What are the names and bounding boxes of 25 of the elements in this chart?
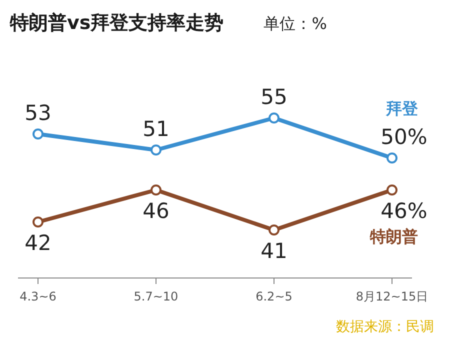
point	[386, 152, 398, 164]
point	[150, 144, 162, 156]
data-label: 55	[260, 85, 288, 109]
point	[268, 224, 280, 236]
x-tick-label: 6.2~5	[256, 290, 292, 304]
x-tick-label: 5.7~10	[134, 290, 178, 304]
data-label: 50%	[380, 125, 428, 149]
text: 拜登	[385, 99, 419, 118]
point	[268, 112, 280, 124]
point	[386, 184, 398, 196]
x-tick-label: 4.3~6	[20, 290, 56, 304]
data-label: 46%	[380, 199, 428, 223]
point	[150, 184, 162, 196]
chart-subtitle: 单位：%	[264, 14, 327, 35]
data-label: 51	[142, 117, 170, 141]
point	[32, 128, 44, 140]
source-note: 数据来源：民调	[336, 318, 434, 336]
data-label: 42	[24, 231, 52, 255]
data-label: 53	[24, 101, 52, 125]
x-tick-label: 8月12~15日	[356, 290, 428, 304]
data-label: 46	[142, 199, 170, 223]
series-label: 特朗普	[369, 227, 418, 246]
chart-title: 特朗普vs拜登支持率走势	[10, 11, 224, 36]
point	[32, 216, 44, 228]
data-label: 41	[260, 239, 288, 263]
